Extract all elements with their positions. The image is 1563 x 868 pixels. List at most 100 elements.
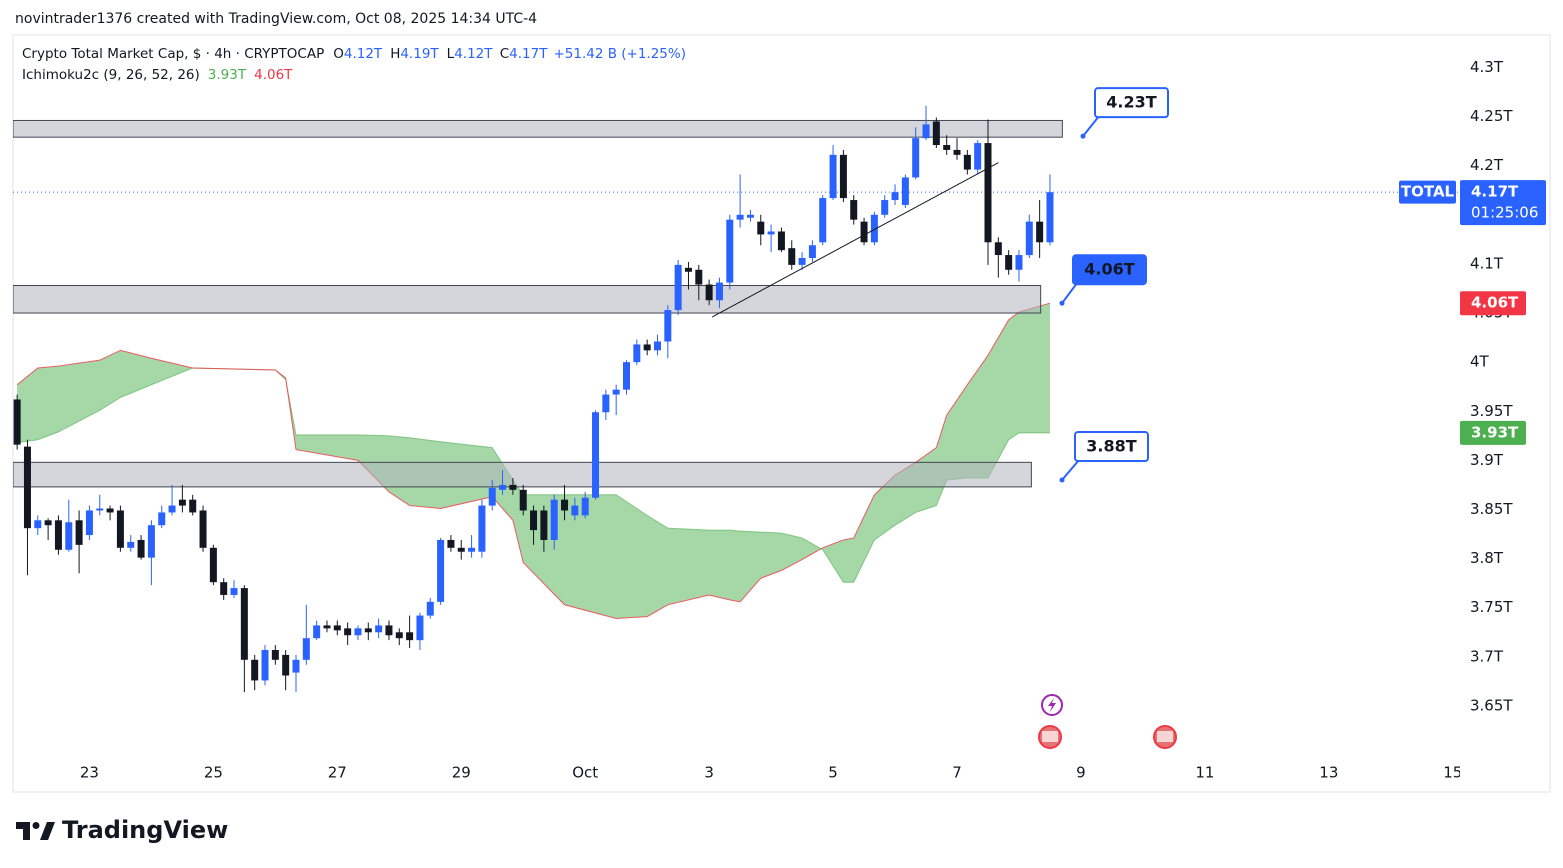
candle-body [829,154,837,199]
span-a-value: 3.93T [208,67,247,83]
candle-body [788,248,796,265]
span-value-box [1460,291,1526,316]
candle-body [974,143,982,170]
candle-body [457,547,465,552]
candle-body [395,632,403,639]
x-tick-label: 3 [704,764,714,782]
candle-body [447,539,455,548]
candle-body [23,446,31,529]
logo-mark [16,822,30,840]
candle-body [261,649,269,681]
callout-label: 3.88T [1086,437,1136,456]
candle-body [881,200,889,215]
x-tick-label: 25 [204,764,223,782]
candle-body [85,510,93,536]
candle-body [158,512,166,526]
candle-body [1025,221,1033,256]
ohlc-value: 4.17T [509,46,548,62]
candle-body [333,625,341,631]
candle-body [674,264,682,311]
candle-body [75,520,83,545]
x-tick-label: 13 [1319,764,1338,782]
candle-body [354,628,362,636]
candle-body [839,154,847,199]
candle-body [757,221,765,235]
candle-body [984,143,992,243]
candle-body [695,269,703,285]
candle-body [65,522,73,550]
symbol-box [1399,180,1456,204]
callout-pointer [1061,459,1080,481]
callout-pointer [1082,115,1100,137]
candle-body [189,499,197,513]
candle-body [240,588,248,660]
candle-body [178,499,186,506]
ohlc-key: C [500,46,509,62]
ohlc-value: 4.19T [400,46,439,62]
y-tick-label: 3.65T [1470,696,1513,714]
x-tick-label: Oct [572,764,598,782]
brand: TradingView [62,816,228,844]
candle-body [808,245,816,259]
trendline [711,162,999,318]
candle-body [209,547,217,583]
candle-body [468,547,476,552]
candle-body [127,541,135,548]
symbol-title: Crypto Total Market Cap, $ · 4h · CRYPTO… [22,46,324,62]
ohlc-key: O [333,46,344,62]
candle-body [777,231,785,251]
y-tick-label: 3.7T [1470,647,1504,665]
x-tick-label: 29 [452,764,471,782]
candle-body [251,659,259,681]
callout-point [1080,133,1086,139]
candle-body [540,510,548,540]
candle-body [96,508,104,511]
candle-body [963,154,971,170]
callout-box [1072,254,1147,286]
y-tick-label: 4.2T [1470,156,1504,174]
x-tick-label: 7 [952,764,962,782]
callout-pointer [1061,282,1078,304]
candle-body [509,484,517,490]
callout-point [1059,300,1065,306]
span-b-value: 4.06T [254,67,293,83]
candle-body [612,389,620,395]
candle-body [581,497,589,516]
candle-body [530,510,538,531]
brand-logo: TradingView [16,816,228,844]
candle-body [561,499,569,511]
legend-line: Crypto Total Market Cap, $ · 4h · CRYPTO… [22,46,686,62]
x-tick-label: 5 [828,764,838,782]
candle-body [715,282,723,301]
indicator-line: Ichimoku2c (9, 26, 52, 26) 3.93T 4.06T [22,67,293,83]
y-tick-label: 3.95T [1470,402,1513,420]
candle-body [271,649,279,660]
y-tick-label: 3.9T [1470,451,1504,469]
candle-body [282,654,290,676]
candle-body [302,638,310,660]
candle-body [633,344,641,363]
candle-body [147,525,155,558]
y-tick-label: 3.75T [1470,598,1513,616]
ohlc-values: O4.12T H4.19T L4.12T C4.17T [333,46,548,62]
candle-body [1005,255,1013,270]
candle-body [116,510,124,548]
candle-body [1036,221,1044,243]
candle-body [643,344,651,351]
candle-body [860,221,868,243]
candle-body [850,200,858,220]
candle-body [199,510,207,548]
y-tick-label: 3.8T [1470,549,1504,567]
y-tick-label: 4T [1470,353,1490,371]
candle-body [932,121,940,146]
candle-body [736,214,744,220]
candle-body [292,659,300,673]
callout-label: 4.23T [1106,93,1156,112]
last-price-box [1460,180,1546,226]
candle-body [519,489,527,511]
candle-body [550,499,558,540]
candle-body [819,198,827,243]
credit: novintrader1376 created with TradingView… [15,11,537,27]
